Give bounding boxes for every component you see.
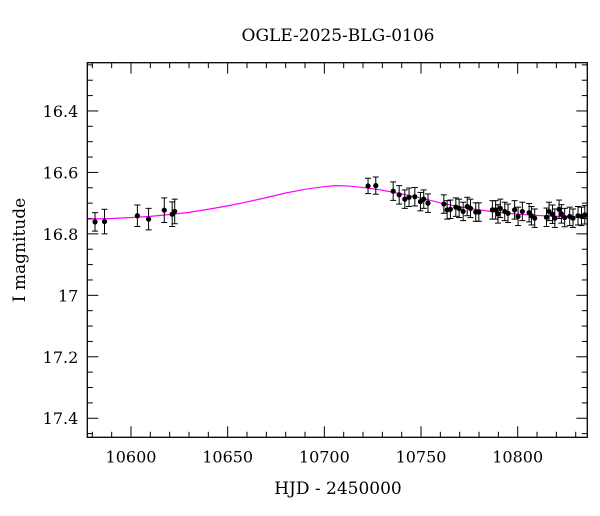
data-marker (532, 215, 538, 221)
data-marker (556, 206, 562, 212)
data-marker (402, 196, 408, 202)
data-point (475, 202, 482, 222)
data-point (401, 189, 408, 209)
tick-labels: 10600 10650 10700 10750 10800 16.4 16.6 16.8 17 1… (43, 102, 543, 466)
data-point (511, 200, 518, 220)
data-point (440, 194, 447, 214)
y-tick-label: 16.6 (43, 163, 79, 182)
data-marker (425, 200, 431, 206)
data-point (558, 204, 565, 224)
data-marker (467, 205, 474, 211)
x-tick-label: 10700 (299, 447, 350, 466)
y-tick-label: 16.8 (43, 225, 79, 244)
data-point (411, 186, 418, 207)
data-marker (570, 215, 576, 221)
data-point (561, 207, 568, 228)
data-marker (447, 206, 454, 212)
data-point (551, 208, 558, 228)
data-point (424, 193, 431, 213)
data-marker (365, 183, 371, 189)
y-tick-label: 17.2 (43, 348, 79, 367)
data-point (546, 201, 553, 222)
data-point (420, 189, 427, 209)
y-axis-label: I magnitude (10, 198, 30, 302)
data-marker (441, 201, 447, 207)
axis-ticks (87, 62, 588, 438)
data-marker (460, 208, 466, 215)
data-point (447, 199, 454, 220)
data-point (101, 208, 108, 235)
data-marker (582, 212, 588, 218)
data-marker (562, 214, 568, 221)
y-tick-label: 17.4 (43, 409, 79, 428)
data-point (145, 207, 152, 231)
data-point (460, 201, 467, 222)
model-curve (86, 185, 588, 220)
y-tick-label: 16.4 (43, 102, 79, 121)
data-point (390, 181, 397, 201)
data-point (171, 198, 178, 225)
y-tick-label: 17 (58, 286, 78, 305)
x-axis-label: HJD - 2450000 (274, 479, 402, 499)
data-marker (497, 205, 503, 211)
x-tick-label: 10650 (202, 447, 253, 466)
plot-area (86, 176, 588, 235)
data-point (134, 204, 141, 227)
data-point (161, 197, 168, 223)
data-marker (456, 205, 462, 211)
data-marker (172, 208, 178, 215)
data-marker (92, 219, 98, 225)
data-point (92, 212, 99, 232)
data-point (406, 187, 413, 208)
data-point (569, 208, 576, 228)
data-marker (476, 209, 482, 215)
data-marker (505, 210, 511, 216)
data-marker (519, 208, 525, 215)
data-point (456, 198, 463, 219)
data-point (531, 208, 538, 228)
data-marker (145, 216, 152, 222)
data-point (372, 176, 379, 195)
data-point (549, 204, 556, 224)
data-marker (543, 214, 550, 220)
data-point (365, 177, 372, 195)
data-marker (421, 196, 427, 202)
data-point (519, 201, 526, 222)
data-point (556, 199, 563, 220)
data-marker (493, 207, 499, 213)
data-point (467, 198, 474, 219)
data-marker (134, 213, 140, 219)
data-marker (515, 213, 521, 219)
data-marker (549, 211, 556, 217)
data-marker (412, 194, 418, 200)
x-tick-label: 10800 (492, 447, 543, 466)
data-marker (495, 211, 501, 217)
data-marker (512, 207, 518, 213)
x-tick-label: 10600 (106, 447, 157, 466)
data-marker (406, 194, 412, 200)
data-point (505, 203, 512, 223)
data-marker (390, 188, 396, 194)
data-point (497, 198, 504, 219)
data-marker (101, 218, 108, 225)
data-marker (373, 183, 379, 189)
plot-frame (86, 62, 588, 438)
x-tick-label: 10750 (396, 447, 447, 466)
data-marker (396, 192, 402, 198)
data-point (169, 201, 176, 227)
chart-title: OGLE-2025-BLG-0106 (242, 26, 435, 46)
data-point (575, 206, 582, 226)
data-marker (161, 207, 167, 213)
data-marker (546, 208, 552, 215)
data-marker (552, 215, 558, 221)
data-point (396, 185, 403, 205)
data-marker (558, 211, 564, 217)
data-point (492, 200, 499, 220)
data-point (515, 206, 522, 227)
